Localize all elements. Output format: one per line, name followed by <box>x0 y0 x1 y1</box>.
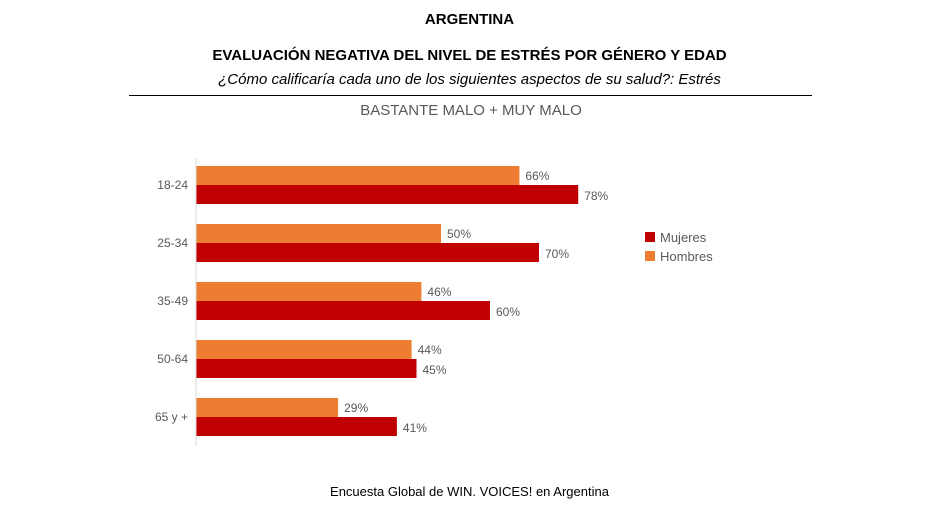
data-label-mujeres: 45% <box>423 363 447 377</box>
bar-mujeres <box>196 185 579 204</box>
data-label-mujeres: 70% <box>545 247 569 261</box>
source-footnote: Encuesta Global de WIN. VOICES! en Argen… <box>330 484 609 499</box>
legend-mujeres-label: Mujeres <box>660 230 707 245</box>
header-divider <box>129 95 812 96</box>
bar-hombres <box>196 398 339 417</box>
category-label: 18-24 <box>157 178 188 192</box>
legend-hombres-label: Hombres <box>660 249 713 264</box>
data-label-hombres: 66% <box>525 169 549 183</box>
bar-mujeres <box>196 417 397 436</box>
category-label: 65 y + <box>155 410 188 424</box>
chart-title: BASTANTE MALO + MUY MALO <box>360 102 582 119</box>
data-label-hombres: 46% <box>427 285 451 299</box>
legend-hombres-swatch <box>645 251 655 261</box>
data-label-mujeres: 78% <box>584 189 608 203</box>
bar-hombres <box>196 340 412 359</box>
bar-mujeres <box>196 301 490 320</box>
bar-chart: BASTANTE MALO + MUY MALO 18-24 66% 78% 25-3… <box>155 102 713 446</box>
data-label-hombres: 29% <box>344 401 368 415</box>
bar-hombres <box>196 166 520 185</box>
page-country-heading: ARGENTINA <box>424 11 515 28</box>
data-label-hombres: 44% <box>418 343 442 357</box>
data-label-hombres: 50% <box>447 227 471 241</box>
category-label: 35-49 <box>157 294 188 308</box>
bar-mujeres <box>196 359 417 378</box>
data-label-mujeres: 60% <box>496 305 520 319</box>
bar-hombres <box>196 224 441 243</box>
bar-mujeres <box>196 243 539 262</box>
data-label-mujeres: 41% <box>403 421 427 435</box>
legend-mujeres-swatch <box>645 232 655 242</box>
category-label: 25-34 <box>157 236 188 250</box>
page-subtitle: ¿Cómo calificaría cada uno de los siguie… <box>218 71 721 88</box>
bar-hombres <box>196 282 422 301</box>
category-label: 50-64 <box>157 352 188 366</box>
page-title: EVALUACIÓN NEGATIVA DEL NIVEL DE ESTRÉS … <box>212 47 727 64</box>
